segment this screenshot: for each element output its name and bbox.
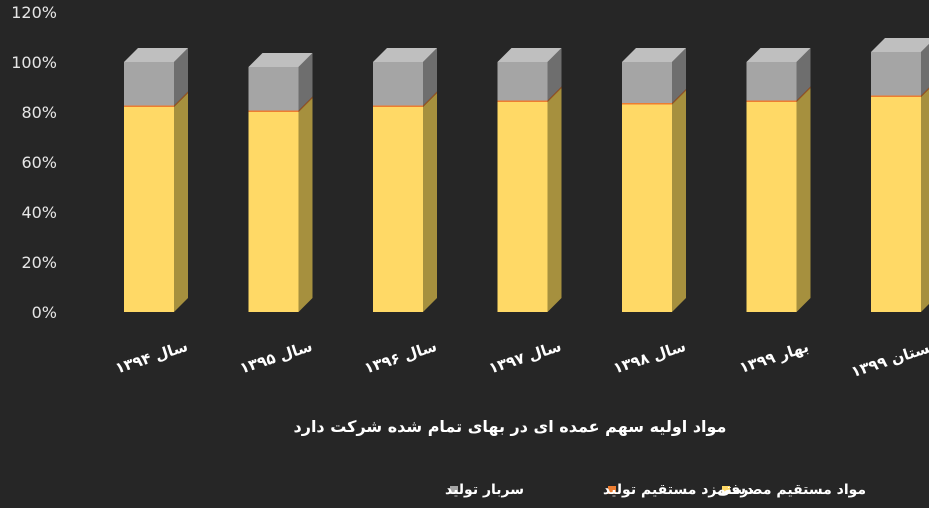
bar-stack xyxy=(497,48,562,312)
bar-segment-side xyxy=(423,48,437,106)
bar-segment-side xyxy=(423,93,437,312)
legend-label: مواد مستقیم مصرفی xyxy=(717,482,866,498)
bar-segment-front xyxy=(622,62,672,103)
x-tick-label: سال ۱۳۹۷ xyxy=(486,337,563,377)
bar-segment-front xyxy=(871,97,921,312)
bar-segment-front xyxy=(497,62,548,101)
bar-segment-side xyxy=(547,86,562,102)
y-axis: 0% 20% 40% 60% 80% 100% 120% xyxy=(11,3,57,322)
bar-segment-top xyxy=(746,48,811,62)
bar-segment-top xyxy=(497,48,562,62)
y-tick-label: 20% xyxy=(21,253,57,272)
bar-segment-side xyxy=(921,89,929,312)
bar-stack xyxy=(124,48,188,312)
bar-segment-side xyxy=(298,98,313,312)
bar-segment-front xyxy=(248,112,299,312)
legend-label: سربار تولید xyxy=(445,482,524,498)
bar-segment-top xyxy=(373,48,437,62)
y-tick-label: 120% xyxy=(11,3,57,22)
bar-segment-side xyxy=(298,96,313,112)
bar-segment-side xyxy=(672,48,686,103)
bar-segment-front xyxy=(622,104,672,312)
bar-segment-side xyxy=(547,88,562,312)
bar-segment-side xyxy=(547,48,562,101)
bar-stack xyxy=(373,48,437,312)
bar-segment-front xyxy=(124,105,174,107)
bar-segment-side xyxy=(921,44,929,96)
bar-segment-top xyxy=(124,48,188,62)
bar-segment-top xyxy=(622,48,686,62)
bar-segment-top xyxy=(871,38,929,52)
y-tick-label: 40% xyxy=(21,203,57,222)
bar-segment-front xyxy=(497,100,548,102)
x-tick-label: سال ۱۳۹۶ xyxy=(362,337,439,377)
legend-swatch xyxy=(722,486,730,494)
chart-title: مواد اولیه سهم عمده ای در بهای تمام شده … xyxy=(294,417,727,436)
x-tick-label: سال ۱۳۹۵ xyxy=(237,337,314,377)
y-tick-label: 0% xyxy=(32,303,57,322)
x-axis: سال ۱۳۹۴ سال ۱۳۹۵ سال ۱۳۹۶ سال ۱۳۹۷ سال ۱۳۹۸… xyxy=(113,333,929,381)
y-tick-label: 100% xyxy=(11,53,57,72)
bar-stack xyxy=(248,53,313,312)
x-tick-label: تابستان ۱۳۹۹ xyxy=(849,333,929,381)
bar-segment-side xyxy=(672,89,686,105)
bar-stack xyxy=(746,48,811,312)
bar-segment-front xyxy=(248,110,299,112)
legend-swatch xyxy=(608,486,616,494)
bar-stack xyxy=(622,48,686,312)
y-tick-label: 80% xyxy=(21,103,57,122)
bar-segment-front xyxy=(124,62,174,106)
bar-segment-side xyxy=(174,93,188,312)
bar-segment-side xyxy=(298,53,313,111)
bar-segment-side xyxy=(174,91,188,107)
bar-segment-side xyxy=(796,48,811,101)
y-tick-label: 60% xyxy=(21,153,57,172)
bar-segment-top xyxy=(248,53,313,67)
bar-stack xyxy=(871,38,929,312)
bar-segment-front xyxy=(746,100,797,102)
bar-segment-side xyxy=(921,87,929,97)
bar-segment-front xyxy=(746,62,797,101)
bar-segment-front xyxy=(871,95,921,97)
x-tick-label: سال ۱۳۹۸ xyxy=(611,337,688,377)
bar-segment-front xyxy=(373,105,423,107)
bar-segment-front xyxy=(622,103,672,105)
bars-group xyxy=(124,38,929,312)
x-tick-label: سال ۱۳۹۴ xyxy=(113,337,190,377)
bar-segment-front xyxy=(373,62,423,106)
bar-segment-front xyxy=(373,107,423,312)
bar-segment-side xyxy=(796,86,811,102)
legend-swatch xyxy=(450,486,458,494)
bar-segment-front xyxy=(497,102,548,312)
bar-segment-side xyxy=(672,90,686,312)
bar-segment-side xyxy=(174,48,188,106)
legend-label: دستمزد مستقیم تولید xyxy=(603,482,753,498)
x-tick-label: بهار ۱۳۹۹ xyxy=(737,338,811,377)
bar-segment-front xyxy=(746,102,797,312)
bar-segment-side xyxy=(796,88,811,312)
bar-segment-front xyxy=(124,107,174,312)
bar-segment-front xyxy=(871,52,921,96)
bar-segment-front xyxy=(248,67,299,111)
bar-segment-side xyxy=(423,91,437,107)
